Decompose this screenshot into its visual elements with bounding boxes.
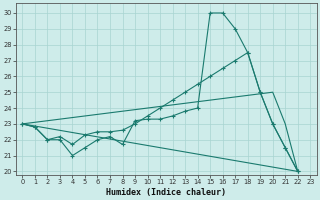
X-axis label: Humidex (Indice chaleur): Humidex (Indice chaleur) bbox=[106, 188, 226, 197]
